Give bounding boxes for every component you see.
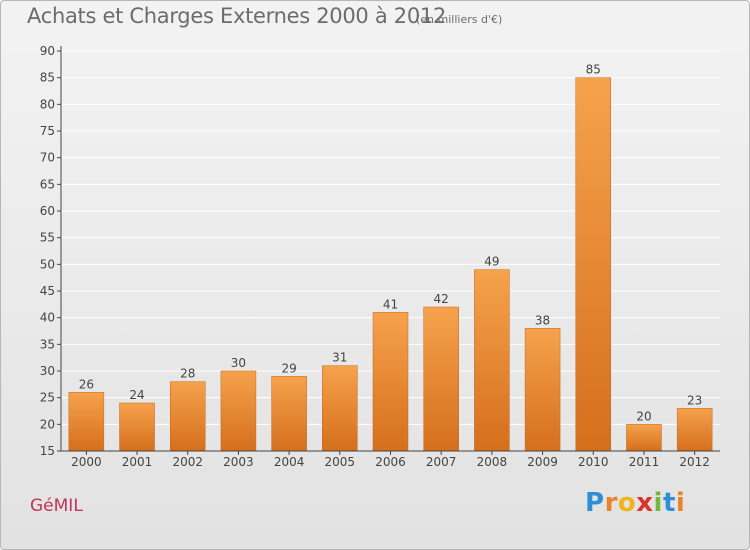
logo-letter: P bbox=[585, 488, 605, 518]
y-tick-label: 40 bbox=[40, 311, 55, 325]
x-tick-label: 2010 bbox=[578, 455, 609, 469]
x-tick-label: 2003 bbox=[223, 455, 254, 469]
bar-2008 bbox=[474, 269, 510, 452]
logo-letter: o bbox=[617, 488, 637, 518]
x-tick-label: 2005 bbox=[325, 455, 356, 469]
data-label: 20 bbox=[636, 409, 651, 423]
x-tick-label: 2004 bbox=[274, 455, 305, 469]
bar-2010 bbox=[575, 77, 612, 452]
data-label: 24 bbox=[129, 388, 144, 402]
x-tick-label: 2002 bbox=[172, 455, 203, 469]
bar-2007 bbox=[423, 306, 459, 452]
chart-unit: (en milliers d'€) bbox=[416, 13, 503, 26]
x-tick-label: 2000 bbox=[71, 455, 102, 469]
data-label: 30 bbox=[231, 356, 246, 370]
x-tick-label: 2001 bbox=[122, 455, 153, 469]
y-tick-label: 70 bbox=[40, 151, 55, 165]
y-tick-label: 15 bbox=[40, 444, 55, 458]
data-label: 38 bbox=[535, 313, 550, 327]
bars: 26 24 28 30 29 31 41 42 49 38 85 20 23 bbox=[68, 63, 713, 452]
logo-letter: t bbox=[662, 488, 676, 518]
proxiti-logo: Proxiti bbox=[585, 488, 685, 518]
bar-2006 bbox=[372, 312, 409, 452]
x-tick-label: 2007 bbox=[426, 455, 457, 469]
y-tick-label: 65 bbox=[40, 177, 55, 191]
logo-letter: x bbox=[636, 488, 654, 518]
y-tick-label: 30 bbox=[40, 364, 55, 378]
chart-title: Achats et Charges Externes 2000 à 2012 bbox=[27, 4, 447, 28]
y-tick-label: 90 bbox=[40, 44, 55, 58]
y-tick-label: 50 bbox=[40, 257, 55, 271]
y-tick-label: 25 bbox=[40, 391, 55, 405]
data-label: 41 bbox=[383, 297, 398, 311]
data-label: 29 bbox=[281, 361, 296, 375]
x-tick-label: 2012 bbox=[679, 455, 710, 469]
x-tick-label: 2009 bbox=[527, 455, 558, 469]
y-tick-label: 75 bbox=[40, 124, 55, 138]
logo-letter: i bbox=[653, 488, 663, 518]
y-tick-label: 45 bbox=[40, 284, 55, 298]
bar-2009 bbox=[524, 328, 561, 452]
data-label: 49 bbox=[484, 255, 499, 269]
bar-2003 bbox=[220, 370, 257, 452]
bar-2005 bbox=[322, 365, 358, 452]
data-label: 31 bbox=[332, 351, 347, 365]
bar-2002 bbox=[169, 381, 206, 452]
data-label: 42 bbox=[434, 292, 449, 306]
bar-2004 bbox=[271, 376, 307, 452]
y-tick-label: 85 bbox=[40, 71, 55, 85]
bar-2011 bbox=[626, 424, 662, 452]
x-tick-label: 2008 bbox=[477, 455, 508, 469]
y-tick-label: 55 bbox=[40, 231, 55, 245]
logo-letter: r bbox=[604, 488, 618, 518]
bar-2012 bbox=[676, 408, 713, 452]
y-tick-label: 60 bbox=[40, 204, 55, 218]
x-tick-label: 2006 bbox=[375, 455, 406, 469]
data-label: 28 bbox=[180, 367, 195, 381]
data-label: 23 bbox=[687, 393, 702, 407]
logo-letter: i bbox=[675, 488, 686, 518]
bar-2000 bbox=[68, 392, 105, 452]
axes: 15 20 25 30 35 40 45 50 55 60 65 70 75 80 85 90 2000 2001… bbox=[40, 44, 720, 469]
data-label: 85 bbox=[586, 63, 601, 77]
bar-2001 bbox=[119, 402, 155, 452]
y-tick-label: 20 bbox=[40, 417, 55, 431]
data-label: 26 bbox=[79, 377, 94, 391]
commune-name: GéMIL bbox=[30, 496, 83, 516]
y-tick-label: 35 bbox=[40, 337, 55, 351]
x-tick-label: 2011 bbox=[629, 455, 660, 469]
y-tick-label: 80 bbox=[40, 97, 55, 111]
